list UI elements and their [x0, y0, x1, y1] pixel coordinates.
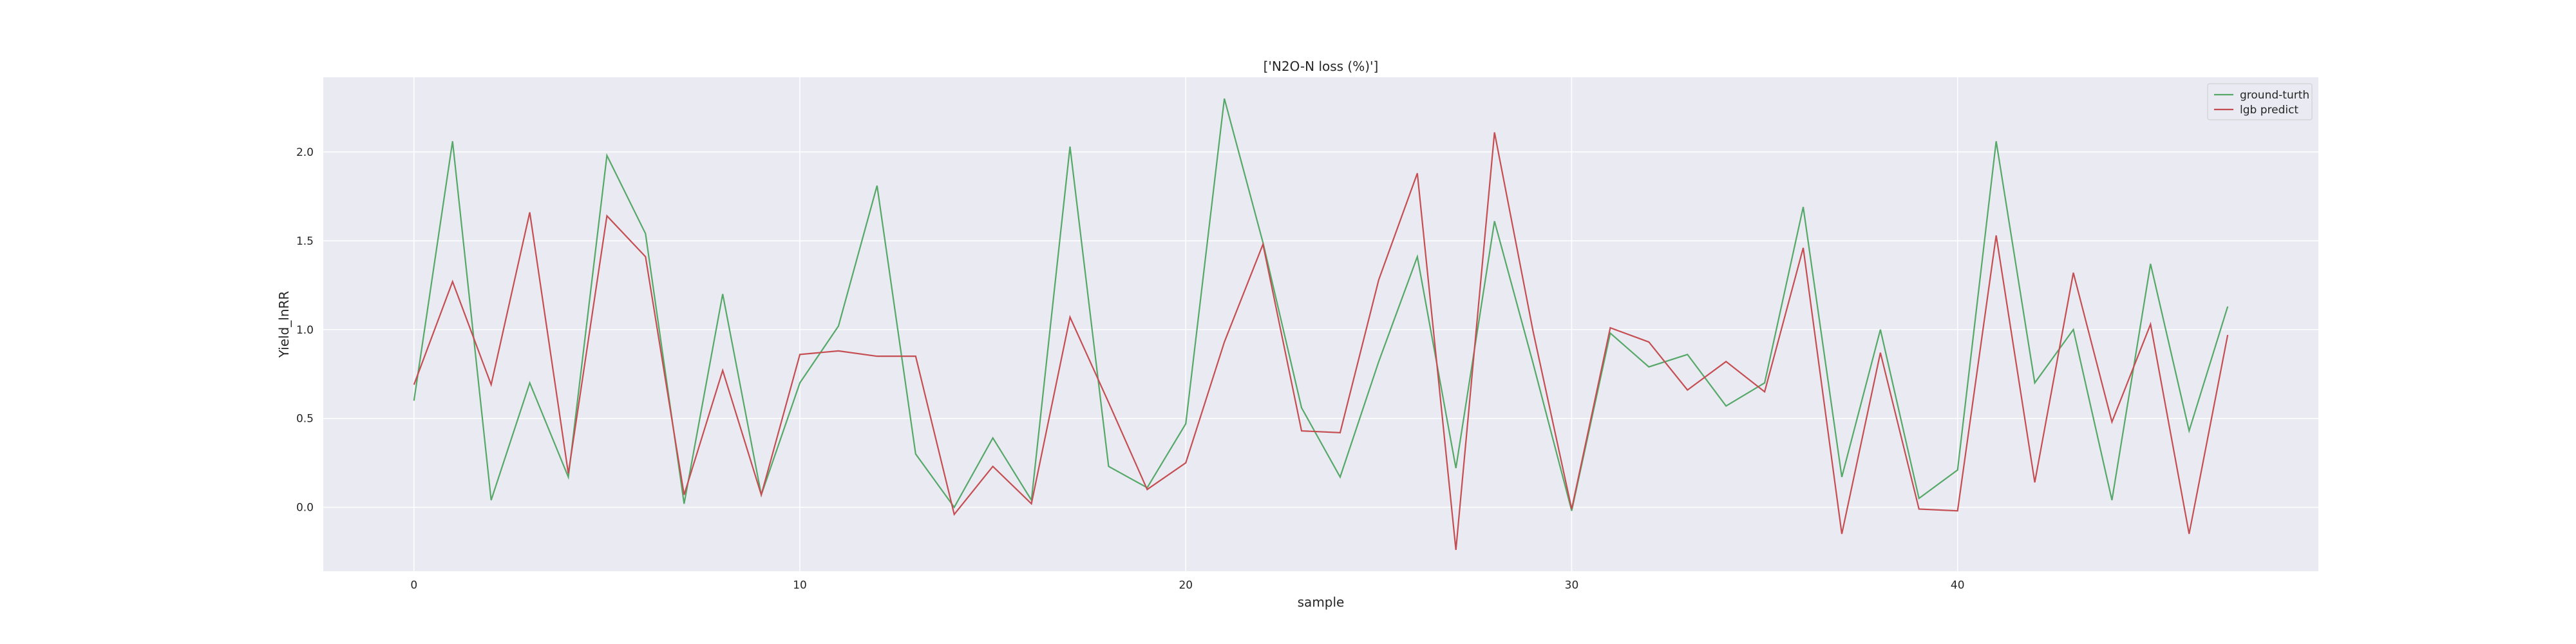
- plot-area: [323, 77, 2318, 571]
- legend-label: lgb predict: [2240, 104, 2298, 117]
- grid-lines: [323, 77, 2318, 571]
- x-tick-label: 40: [1951, 579, 1965, 592]
- y-tick-label: 1.5: [296, 235, 314, 248]
- x-tick-label: 0: [410, 579, 417, 592]
- series-line-1: [413, 132, 2229, 551]
- x-tick-label: 10: [793, 579, 807, 592]
- chart-title: ['N2O-N loss (%)']: [1264, 59, 1379, 74]
- y-tick-label: 1.0: [296, 324, 314, 337]
- series-line-0: [413, 98, 2229, 511]
- y-tick-label: 2.0: [296, 146, 314, 159]
- y-axis-label: Yield_lnRR: [276, 291, 292, 359]
- legend: ground-turth lgb predict: [2207, 83, 2313, 120]
- legend-label: ground-turth: [2240, 89, 2309, 102]
- y-tick-label: 0.0: [296, 502, 314, 515]
- legend-frame: [2207, 83, 2313, 120]
- tick-labels: 0 10 20 30 40 0.0 0.5 1.0 1.5 2.0: [296, 146, 1965, 592]
- x-axis-label: sample: [1298, 594, 1345, 610]
- x-tick-label: 30: [1565, 579, 1579, 592]
- x-tick-label: 20: [1179, 579, 1193, 592]
- y-tick-label: 0.5: [296, 413, 314, 426]
- series-lines: [413, 98, 2229, 551]
